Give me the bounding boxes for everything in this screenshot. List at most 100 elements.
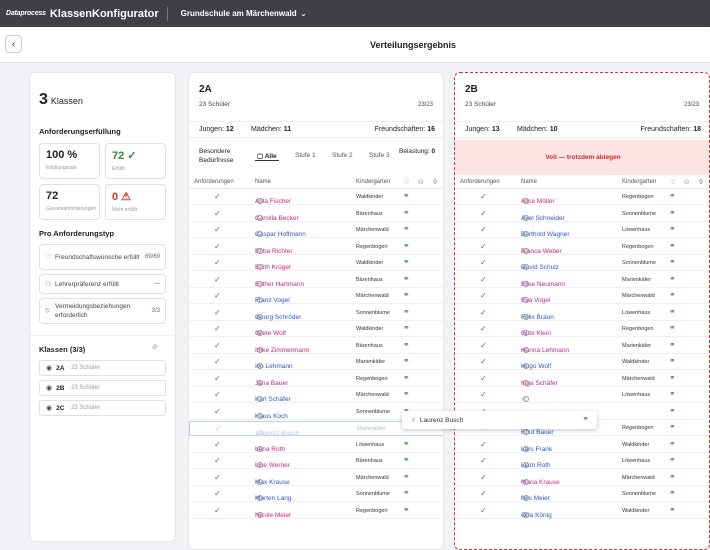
table-row[interactable]: ✓ ♀ Jana Bauer i Regenbogen ⚭ [189,372,443,387]
info-icon[interactable]: i [523,231,529,237]
table-row[interactable]: ✓ ♀ Ebba Richter i Regenbogen ⚭ [189,240,443,255]
table-row[interactable]: ✓ ♂ Felix Braun i Löwenhaus ⚭ [455,306,709,321]
info-icon[interactable]: i [523,280,529,287]
table-row[interactable]: ✓ ♂ Lars Frank i Waldkinder ⚭ [455,438,709,453]
table-row[interactable]: ✓ ♀ Bianca Weber i Regenbogen ⚭ [455,240,709,255]
table-row[interactable]: ✓ ♀ Inga Schäfer i Märchenwald ⚭ [455,372,709,387]
info-icon[interactable]: i [523,313,529,320]
info-icon[interactable]: i [523,445,529,452]
info-icon[interactable]: i [523,495,529,501]
kindergarten: Marienkäfer [357,426,387,432]
info-icon[interactable]: i [257,330,263,336]
class-item-2c[interactable]: ◉ 2C · 23 Schüler [39,400,166,416]
info-icon[interactable]: i [257,363,263,369]
kindergarten: Regenbogen [356,243,388,250]
table-row[interactable]: ✓ ♀ Asta Fischer i Waldkinder ⚭ [189,190,443,205]
table-row[interactable]: ✓ ♀ Nicole Meier i Regenbogen ⚭ [189,504,443,519]
table-row[interactable]: ✓ ♂ Liam Roth i Löwenhaus ⚭ [455,454,709,469]
info-icon[interactable]: i [523,429,529,435]
info-icon[interactable]: i [523,297,529,303]
table-row[interactable]: ✓ ♂ Klaus Koch i Sonnenblume ⚭ [189,405,443,420]
info-icon[interactable]: i [523,511,529,518]
table-row[interactable]: ✓ ♂ Axel Schneider i Sonnenblume ⚭ [455,207,709,222]
info-icon[interactable]: i [257,231,263,237]
table-row[interactable]: ✓ ♂ Morten Lang i Sonnenblume ⚭ [189,487,443,502]
tab-level-3[interactable]: Stufe 3 [369,152,390,159]
info-icon[interactable]: i [257,280,263,287]
info-icon[interactable]: i [523,346,529,353]
info-icon[interactable]: i [257,511,263,518]
kindergarten: Bärenhaus [356,210,383,217]
info-icon[interactable]: i [523,198,529,204]
info-icon[interactable]: i [257,379,263,386]
tab-level-1[interactable]: Stufe 1 [295,152,316,159]
table-row[interactable]: ✓ ♀ Edith Krüger i Waldkinder ⚭ [189,256,443,271]
table-row[interactable]: ✓ ♂ Nils Meier i Sonnenblume ⚭ [455,487,709,502]
info-icon[interactable]: i [257,198,263,204]
full-drop-banner[interactable]: Voll — trotzdem ablegen [455,140,709,175]
info-icon[interactable]: i [257,478,263,485]
table-row[interactable]: ✓ ♀ Eva Vogel i Märchenwald ⚭ [455,289,709,304]
back-button[interactable]: ‹ [5,35,22,53]
tab-level-2[interactable]: Stufe 2 [332,152,353,159]
check-icon: ✓ [214,373,221,383]
class-item-2b[interactable]: ◉ 2B · 23 Schüler [39,380,166,396]
table-row[interactable]: ✓ ♀ Grete Wolf i Waldkinder ⚭ [189,322,443,337]
info-icon[interactable]: i [257,214,263,221]
table-row[interactable]: ✓ ♂ Georg Schröder i Sonnenblume ⚭ [189,306,443,321]
eye-icon[interactable]: ◉ [46,365,53,372]
eye-off-icon[interactable]: ⊘ [152,344,158,351]
info-icon[interactable]: i [523,478,529,485]
table-row[interactable]: ✓ ♀ Lise Werner i Bärenhaus ⚭ [189,454,443,469]
tab-all[interactable]: ▢ Alle [255,153,279,161]
info-icon[interactable]: i [257,462,263,468]
table-row[interactable]: ✓ ♂ Caspar Hoffmann i Märchenwald ⚭ [189,223,443,238]
kindergarten: Löwenhaus [622,458,651,464]
table-row[interactable]: ✓ ♂ Hugo Wolf i Waldkinder ⚭ [455,355,709,370]
info-icon[interactable]: i [257,297,263,303]
school-selector[interactable]: Grundschule am Märchenwald ⌄ [181,9,307,18]
info-icon[interactable]: i [257,264,263,270]
table-row[interactable]: ✓ ♀ Hanna Lehmann i Marienkäfer ⚭ [455,339,709,354]
table-row[interactable]: ✓ ♂ Orla König i Waldkinder ⚭ [455,504,709,519]
table-row[interactable]: ✓ ♀ Maria Krause i Märchenwald ⚭ [455,471,709,486]
table-row[interactable]: ✓ ♂ Berthold Wagner i Löwenhaus ⚭ [455,223,709,238]
student-name: Caspar Hoffmann [255,231,306,238]
table-row[interactable]: ✓ ♂ Ivo Lehmann i Marienkäfer ⚭ [189,355,443,370]
friends-icon: ⚭ [669,488,676,497]
friends-icon: ⚭ [669,372,676,382]
table-row[interactable]: ✓ ♂ Max Krause i Märchenwald ⚭ [189,471,443,486]
info-icon[interactable]: i [258,430,264,436]
table-row[interactable]: ✓ ♂ i Löwenhaus ⚭ [455,388,709,403]
info-icon[interactable]: i [523,363,529,369]
info-icon[interactable]: i [257,313,263,320]
class-item-2a[interactable]: ◉ 2A · 23 Schüler [39,360,166,376]
info-icon[interactable]: i [257,346,263,353]
table-row[interactable]: ✓ ♀ Imke Zimmermann i Bärenhaus ⚭ [189,339,443,354]
eye-icon[interactable]: ◉ [46,405,53,412]
table-row[interactable]: ✓ ♀ Lena Roth i Löwenhaus ⚭ [189,438,443,453]
info-icon[interactable]: i [257,396,263,402]
table-row[interactable]: ✓ ♀ Esther Hartmann i Bärenhaus ⚭ [189,273,443,288]
info-icon[interactable]: i [523,247,529,254]
info-icon[interactable]: i [523,214,529,221]
info-icon[interactable]: i [257,247,263,254]
table-row[interactable]: ✓ ♂ David Schulz i Sonnenblume ⚭ [455,256,709,271]
info-icon[interactable]: i [523,379,529,386]
info-icon[interactable]: i [257,495,263,501]
table-row[interactable]: ✓ ♀ Alice Möller i Regenbogen ⚭ [455,190,709,205]
info-icon[interactable]: i [523,462,529,468]
table-row[interactable]: ✓ ♀ Elise Neumann i Marienkäfer ⚭ [455,273,709,288]
table-row[interactable]: ✓ ♀ Camilla Becker i Bärenhaus ⚭ [189,207,443,222]
eye-icon[interactable]: ◉ [46,385,53,392]
info-icon[interactable]: i [523,330,529,336]
friends-icon: ⚭ [403,339,410,349]
info-icon[interactable]: i [523,396,529,402]
info-icon[interactable]: i [257,445,263,452]
dragged-student-card[interactable]: ♂ Laurenz Busch ⚭ [402,411,597,429]
info-icon[interactable]: i [523,264,529,270]
table-row[interactable]: ✓ ♀ Gitte Klein i Regenbogen ⚭ [455,322,709,337]
info-icon[interactable]: i [257,412,263,419]
table-row[interactable]: ✓ ♂ Karl Schäfer i Märchenwald ⚭ [189,388,443,403]
table-row[interactable]: ✓ ♂ Franz Vogel i Märchenwald ⚭ [189,289,443,304]
